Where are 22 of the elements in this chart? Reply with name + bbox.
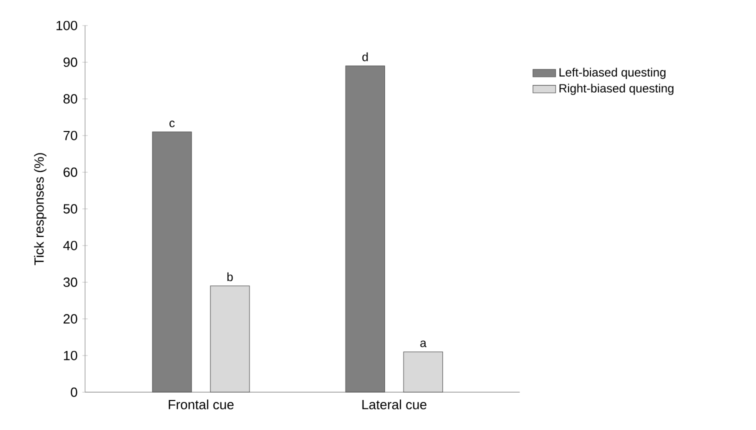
y-tick-label: 100 bbox=[56, 20, 78, 30]
x-tick-label: Frontal cue bbox=[168, 400, 234, 410]
bar bbox=[403, 352, 443, 392]
y-tick-label: 20 bbox=[64, 314, 78, 324]
y-tick-label: 60 bbox=[64, 168, 78, 177]
y-tick-label: 50 bbox=[63, 204, 78, 214]
annotation: a bbox=[420, 340, 426, 348]
annotation: b bbox=[227, 272, 233, 282]
bar bbox=[210, 286, 250, 392]
annotation: d bbox=[362, 52, 368, 62]
y-tick-label: 0 bbox=[70, 388, 78, 397]
y-tick-label: 70 bbox=[64, 130, 78, 140]
y-tick-label: 40 bbox=[63, 240, 78, 250]
y-axis-title: Tick responses (%) bbox=[34, 153, 46, 266]
y-tick-label: 80 bbox=[64, 94, 78, 104]
y-tick-label: 30 bbox=[63, 278, 78, 287]
legend-label: Left-biased questing bbox=[560, 68, 666, 79]
legend-label: Right-biased questing bbox=[560, 84, 674, 95]
x-tick-label: Lateral cue bbox=[362, 400, 426, 410]
y-tick-label: 90 bbox=[64, 58, 78, 67]
annotation: c bbox=[170, 120, 175, 128]
y-tick-label: 10 bbox=[64, 350, 78, 360]
